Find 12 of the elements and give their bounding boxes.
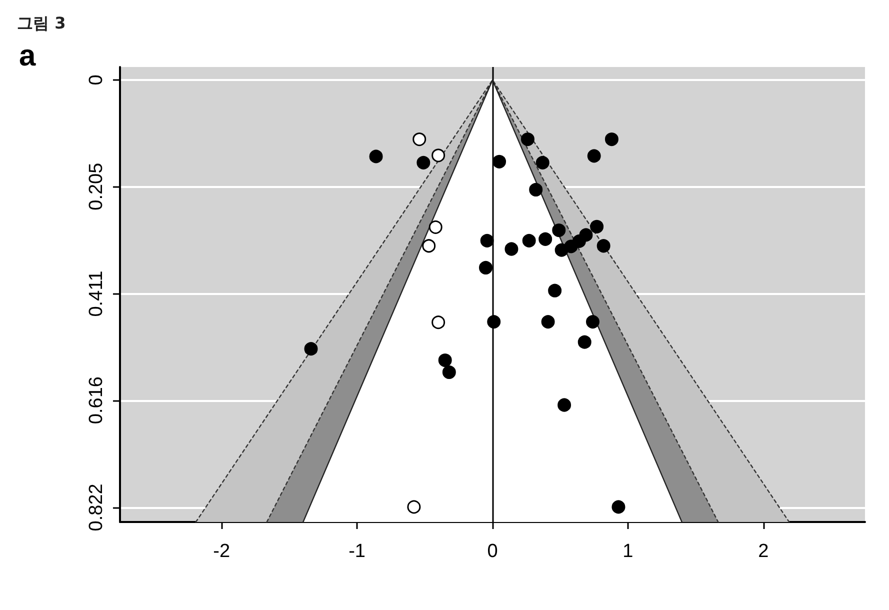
x-tick-label: 0 bbox=[487, 541, 498, 562]
x-tick-label: -1 bbox=[348, 541, 366, 562]
y-tick-label: 0.411 bbox=[86, 270, 107, 317]
x-tick-label: 2 bbox=[758, 541, 769, 562]
x-tick-label: -2 bbox=[213, 541, 230, 562]
y-tick-label: 0.205 bbox=[86, 162, 107, 210]
x-tick-label: 1 bbox=[622, 541, 634, 562]
y-tick-label: 0.822 bbox=[86, 484, 107, 532]
y-tick-label: 0 bbox=[86, 74, 107, 86]
chart-subtitle: a bbox=[19, 40, 36, 72]
chart-title: 그림 3 bbox=[17, 14, 66, 32]
y-tick-label: 0.616 bbox=[86, 376, 107, 424]
